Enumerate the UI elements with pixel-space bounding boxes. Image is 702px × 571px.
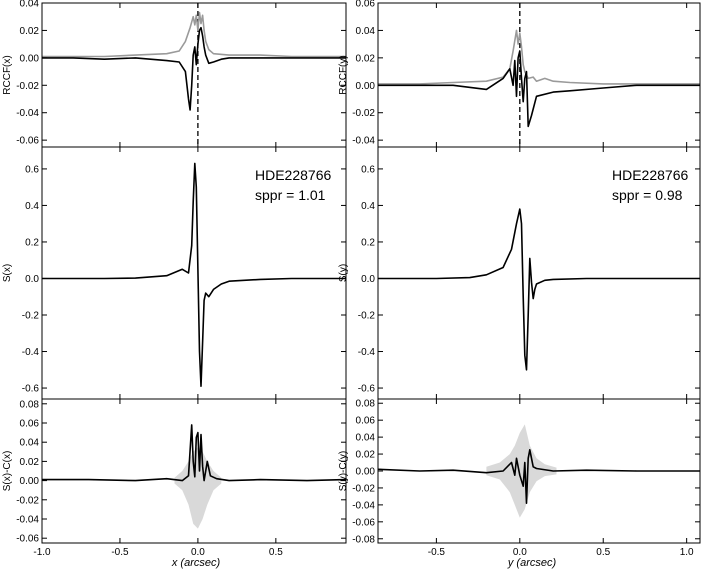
y-tick-label: 0.0	[361, 274, 375, 285]
plot-frame	[377, 2, 701, 148]
panel-resid_y: 0.08 0.06 0.04 0.02 0.00 -0.02 -0.04 -0.06 -0.08…	[338, 398, 701, 558]
panel-rccf_x: 0.04 0.02 0.00 -0.02 -0.04 -0.06 RCCF(x)	[2, 0, 347, 148]
x-tick-label: 0.5	[596, 547, 610, 558]
y-tick-label: 0.4	[361, 201, 375, 212]
annotation-star-right: HDE228766	[612, 167, 688, 183]
y-tick-label: 0.02	[20, 457, 40, 468]
y-tick-label: -0.06	[16, 136, 39, 147]
y-tick-label: -0.06	[16, 534, 39, 545]
y-axis-label: S(y)-C(y)	[338, 451, 349, 492]
y-tick-label: 0.06	[356, 416, 376, 427]
y-tick-label: -0.2	[358, 311, 376, 322]
panel-s_x: 0.6 0.4 0.2 0.0 -0.2 -0.4 -0.6 S(x)	[2, 146, 347, 400]
series-line-resid_x-0	[42, 424, 346, 482]
y-tick-label: 0.00	[20, 476, 40, 487]
y-tick-label: -0.6	[358, 384, 376, 395]
x-tick-label: -1.0	[33, 547, 51, 558]
series-line-rccf_x-1	[42, 26, 346, 111]
uncertainty-band	[174, 447, 222, 529]
y-tick-label: 0.02	[356, 53, 376, 64]
y-tick-label: 0.4	[25, 201, 39, 212]
y-tick-label: -0.4	[22, 347, 40, 358]
plot-frame	[41, 398, 347, 544]
x-tick-label: 0.0	[191, 547, 205, 558]
y-tick-label: 0.00	[356, 467, 376, 478]
series-line-resid_y-0	[378, 448, 700, 505]
y-axis-label: S(x)	[2, 264, 13, 282]
y-axis-label: RCCF(x)	[2, 55, 13, 94]
y-tick-label: 0.2	[361, 237, 375, 248]
x-axis-label-right: y (arcsec)	[507, 557, 557, 569]
y-tick-label: 0.08	[20, 399, 40, 410]
y-tick-label: -0.02	[16, 81, 39, 92]
x-axis-label-left: x (arcsec)	[171, 557, 221, 569]
y-tick-label: 0.6	[361, 164, 375, 175]
series-line-rccf_x-0	[42, 11, 346, 58]
annotation-star-left: HDE228766	[255, 167, 331, 183]
annotation-sppr-left: sppr = 1.01	[255, 187, 326, 203]
y-tick-label: 0.0	[25, 274, 39, 285]
series-line-rccf_y-0	[378, 29, 700, 85]
panel-s_y: 0.6 0.4 0.2 0.0 -0.2 -0.4 -0.6 S(y)	[338, 146, 701, 400]
series-line-rccf_y-1	[378, 50, 700, 128]
y-tick-label: -0.02	[352, 108, 375, 119]
series-line-s_x-0	[42, 162, 346, 388]
y-tick-label: -0.04	[352, 500, 375, 511]
x-tick-label: -0.5	[428, 547, 446, 558]
panel-resid_x: 0.08 0.06 0.04 0.02 0.00 -0.02 -0.04 -0.06 -1.0 -…	[2, 398, 347, 558]
y-tick-label: 0.04	[356, 26, 376, 37]
y-tick-label: 0.02	[356, 450, 376, 461]
y-tick-label: -0.2	[22, 311, 40, 322]
y-tick-label: -0.02	[16, 495, 39, 506]
y-tick-label: 0.6	[25, 164, 39, 175]
uncertainty-band	[486, 424, 557, 518]
x-tick-label: 1.0	[680, 547, 694, 558]
y-tick-label: 0.00	[356, 81, 376, 92]
y-tick-label: 0.04	[20, 438, 40, 449]
y-tick-label: 0.06	[20, 419, 40, 430]
y-tick-label: 0.02	[20, 26, 40, 37]
y-axis-label: S(x)-C(x)	[2, 451, 13, 492]
y-tick-label: -0.04	[16, 108, 39, 119]
y-tick-label: 0.04	[356, 433, 376, 444]
panels: 0.040.020.00-0.02-0.04-0.06RCCF(x)0.060.…	[2, 0, 701, 558]
y-tick-label: -0.04	[352, 136, 375, 147]
y-tick-label: -0.04	[16, 515, 39, 526]
y-tick-label: 0.08	[356, 399, 376, 410]
panel-rccf_y: 0.06 0.04 0.02 0.00 -0.02 -0.04 RCCF(y)	[338, 0, 701, 148]
y-tick-label: -0.06	[352, 517, 375, 528]
y-tick-label: 0.2	[25, 237, 39, 248]
y-axis-label: S(y)	[338, 264, 349, 282]
y-tick-label: -0.4	[358, 347, 376, 358]
y-tick-label: 0.04	[20, 0, 40, 10]
y-axis-label: RCCF(y)	[338, 55, 349, 94]
y-tick-label: -0.02	[352, 483, 375, 494]
x-tick-label: -0.5	[111, 547, 129, 558]
y-tick-label: -0.6	[22, 384, 40, 395]
y-tick-label: 0.06	[356, 0, 376, 10]
plot-frame	[377, 146, 701, 400]
annotation-sppr-right: sppr = 0.98	[612, 187, 683, 203]
y-tick-label: 0.00	[20, 53, 40, 64]
series-line-s_y-0	[378, 208, 700, 371]
x-tick-label: 0.5	[269, 547, 283, 558]
y-tick-label: -0.08	[352, 534, 375, 545]
x-tick-label: 0.0	[513, 547, 527, 558]
